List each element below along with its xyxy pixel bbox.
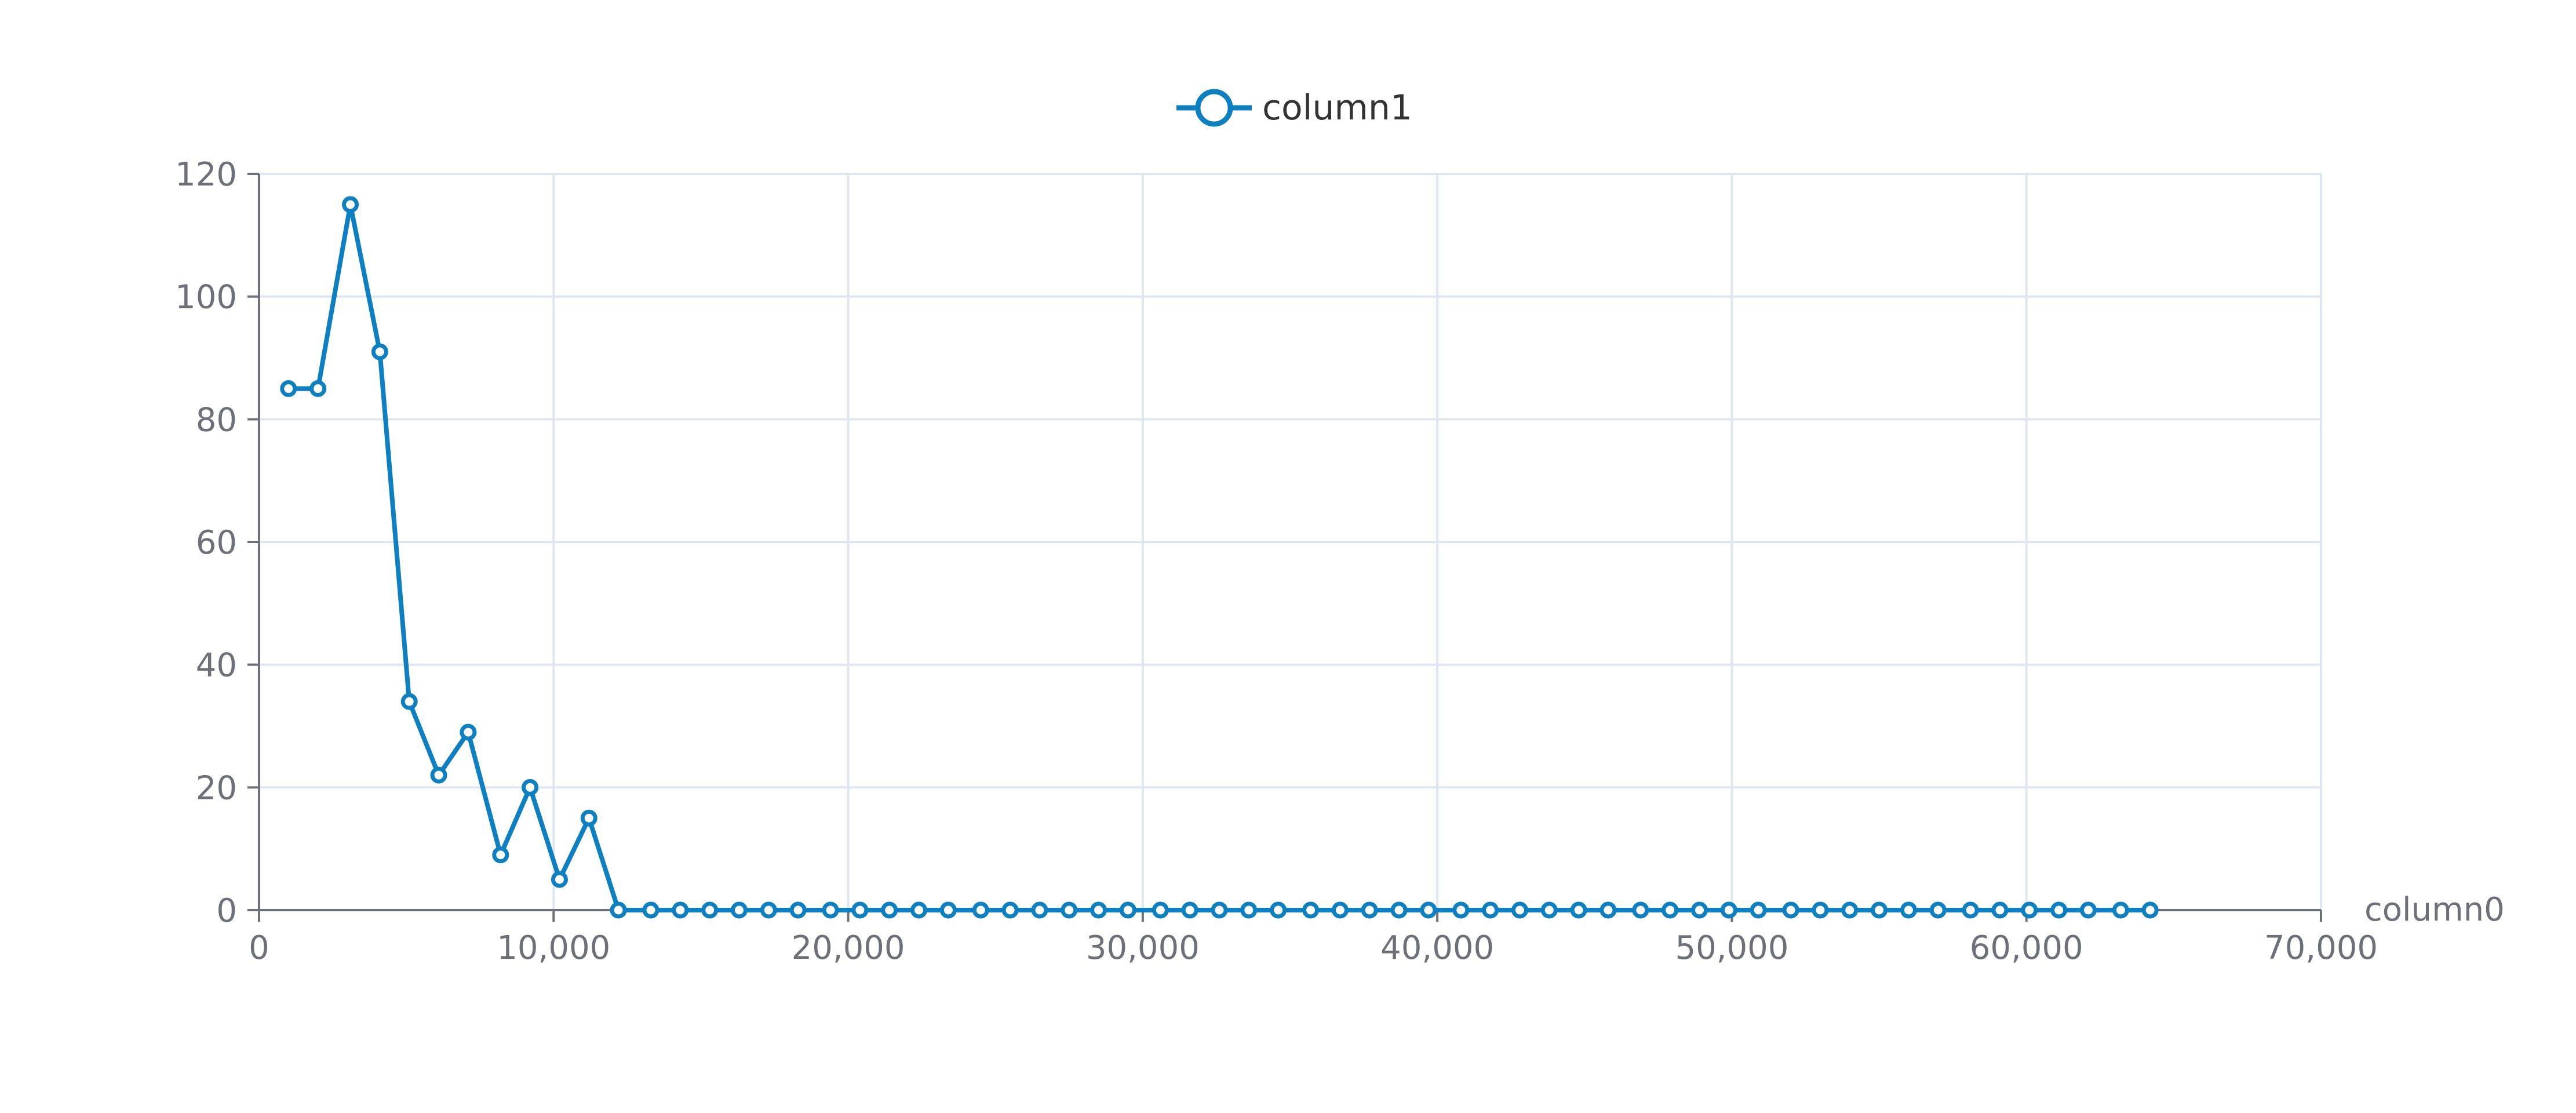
data-point[interactable] [1812, 901, 1829, 919]
data-point[interactable] [2141, 901, 2159, 919]
x-tick-label: 70,000 [2264, 929, 2378, 967]
data-point[interactable] [430, 766, 447, 784]
data-point[interactable] [400, 693, 418, 710]
y-tick-label: 80 [196, 401, 237, 439]
series-layer [280, 196, 2159, 919]
data-point[interactable] [760, 901, 777, 919]
legend-circle-icon [1195, 89, 1233, 127]
data-point[interactable] [1599, 901, 1617, 919]
data-point[interactable] [1900, 901, 1917, 919]
y-tick-label: 0 [216, 892, 237, 930]
data-point[interactable] [972, 901, 989, 919]
y-tick-label: 100 [175, 279, 237, 317]
data-point[interactable] [2112, 901, 2129, 919]
data-point[interactable] [1662, 901, 1679, 919]
data-point[interactable] [1061, 901, 1078, 919]
data-point[interactable] [1511, 901, 1528, 919]
data-point[interactable] [460, 723, 477, 741]
data-point[interactable] [822, 901, 839, 919]
data-point[interactable] [1211, 901, 1228, 919]
x-tick-label: 20,000 [792, 929, 905, 967]
data-point[interactable] [1929, 901, 1947, 919]
data-point[interactable] [1390, 901, 1408, 919]
data-point[interactable] [2079, 901, 2097, 919]
data-point[interactable] [1871, 901, 1888, 919]
data-point[interactable] [492, 846, 509, 864]
data-point[interactable] [1750, 901, 1767, 919]
data-point[interactable] [672, 901, 689, 919]
data-point[interactable] [1691, 901, 1708, 919]
data-point[interactable] [1240, 901, 1258, 919]
data-point[interactable] [610, 901, 627, 919]
data-point[interactable] [280, 380, 297, 397]
data-point[interactable] [731, 901, 748, 919]
data-point[interactable] [1119, 901, 1136, 919]
x-tick-label: 0 [249, 929, 269, 967]
data-point[interactable] [1090, 901, 1107, 919]
data-point[interactable] [851, 901, 869, 919]
data-point[interactable] [1720, 901, 1737, 919]
y-tick-label: 40 [196, 647, 237, 685]
data-point[interactable] [1420, 901, 1437, 919]
series-line [288, 204, 2151, 912]
y-tick-label: 120 [175, 156, 237, 194]
legend-label: column1 [1262, 88, 1412, 128]
data-point[interactable] [1001, 901, 1019, 919]
data-point[interactable] [789, 901, 807, 919]
y-tick-label: 20 [196, 769, 237, 807]
x-axis-title: column0 [2364, 891, 2505, 929]
data-point[interactable] [580, 809, 597, 827]
data-point[interactable] [1361, 901, 1378, 919]
data-point[interactable] [309, 380, 327, 397]
data-point[interactable] [1991, 901, 2009, 919]
data-point[interactable] [642, 901, 660, 919]
data-point[interactable] [1302, 901, 1320, 919]
data-point[interactable] [1482, 901, 1499, 919]
data-point[interactable] [1270, 901, 1287, 919]
x-tick-label: 50,000 [1675, 929, 1788, 967]
data-point[interactable] [342, 196, 359, 213]
grid [259, 173, 2322, 910]
axes: 0 20 40 60 80 100 120 0 10,000 20,000 30,000 40,000… [175, 156, 2505, 967]
data-point[interactable] [371, 343, 388, 361]
data-point[interactable] [1181, 901, 1198, 919]
data-point[interactable] [2021, 901, 2038, 919]
x-tick-label: 10,000 [497, 929, 610, 967]
data-point[interactable] [1632, 901, 1649, 919]
data-point[interactable] [551, 871, 568, 888]
x-tick-label: 30,000 [1086, 929, 1200, 967]
data-point[interactable] [1031, 901, 1048, 919]
data-point[interactable] [881, 901, 898, 919]
legend[interactable]: column1 [1176, 88, 1412, 128]
data-point[interactable] [1841, 901, 1859, 919]
data-point[interactable] [939, 901, 957, 919]
data-point[interactable] [522, 779, 539, 796]
data-point[interactable] [1782, 901, 1799, 919]
data-point[interactable] [910, 901, 928, 919]
data-point[interactable] [2050, 901, 2068, 919]
x-tick-label: 60,000 [1970, 929, 2083, 967]
data-point[interactable] [701, 901, 719, 919]
data-point[interactable] [1570, 901, 1587, 919]
data-point[interactable] [1152, 901, 1169, 919]
data-point[interactable] [1962, 901, 1979, 919]
data-point[interactable] [1540, 901, 1558, 919]
x-tick-label: 40,000 [1380, 929, 1494, 967]
y-tick-label: 60 [196, 524, 237, 562]
data-point[interactable] [1452, 901, 1470, 919]
data-point[interactable] [1331, 901, 1349, 919]
